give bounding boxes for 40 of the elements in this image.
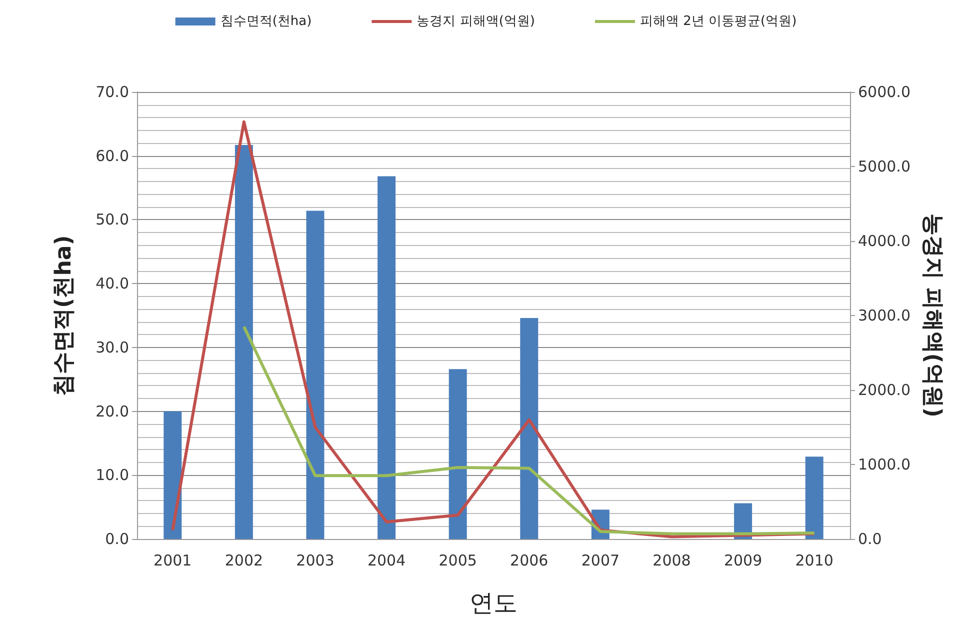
- y2-tick-label: 4000.0: [858, 232, 910, 250]
- y-tick-label: 0.0: [105, 530, 129, 548]
- y2-tick-label: 1000.0: [858, 456, 910, 474]
- x-tick-label: 2003: [296, 552, 334, 570]
- y-tick-label: 20.0: [96, 402, 129, 420]
- legend-label: 농경지 피해액(억원): [416, 14, 535, 29]
- x-tick-label: 2004: [367, 552, 406, 570]
- y2-tick-label: 5000.0: [858, 158, 910, 176]
- y2-tick-label: 3000.0: [858, 306, 910, 324]
- x-tick-label: 2005: [438, 552, 477, 570]
- line-series: [242, 325, 816, 536]
- y2-tick-label: 6000.0: [858, 83, 910, 101]
- bar: [164, 411, 182, 539]
- x-tick-label: 2001: [154, 552, 192, 570]
- legend-label: 침수면적(천ha): [220, 14, 312, 29]
- legend-label: 피해액 2년 이동평균(억원): [640, 14, 797, 29]
- x-tick-label: 2007: [581, 552, 620, 570]
- x-tick-label: 2009: [724, 552, 762, 570]
- x-tick-label: 2008: [652, 552, 691, 570]
- y2-axis-title: 농경지 피해액(억원): [920, 214, 945, 418]
- bar: [234, 145, 253, 539]
- y2-tick-label: 2000.0: [858, 381, 910, 399]
- y2-tick-label: 0.0: [858, 530, 882, 548]
- y-tick-label: 30.0: [96, 338, 129, 356]
- bar: [378, 176, 396, 539]
- x-axis-title: 연도: [470, 589, 518, 617]
- y-tick-label: 40.0: [96, 274, 129, 293]
- bar: [520, 318, 538, 539]
- line-series: [171, 120, 816, 538]
- bar: [805, 456, 824, 539]
- x-tick-label: 2006: [510, 552, 548, 570]
- bar: [306, 210, 324, 539]
- y-tick-label: 50.0: [96, 210, 129, 229]
- x-tick-label: 2010: [795, 552, 834, 570]
- y-tick-label: 60.0: [96, 146, 129, 165]
- y-tick-label: 10.0: [96, 466, 129, 484]
- y-tick-label: 70.0: [96, 83, 129, 101]
- y-axis-title: 침수면적(천ha): [52, 235, 76, 396]
- x-tick-label: 2002: [224, 552, 264, 570]
- bar: [448, 369, 467, 539]
